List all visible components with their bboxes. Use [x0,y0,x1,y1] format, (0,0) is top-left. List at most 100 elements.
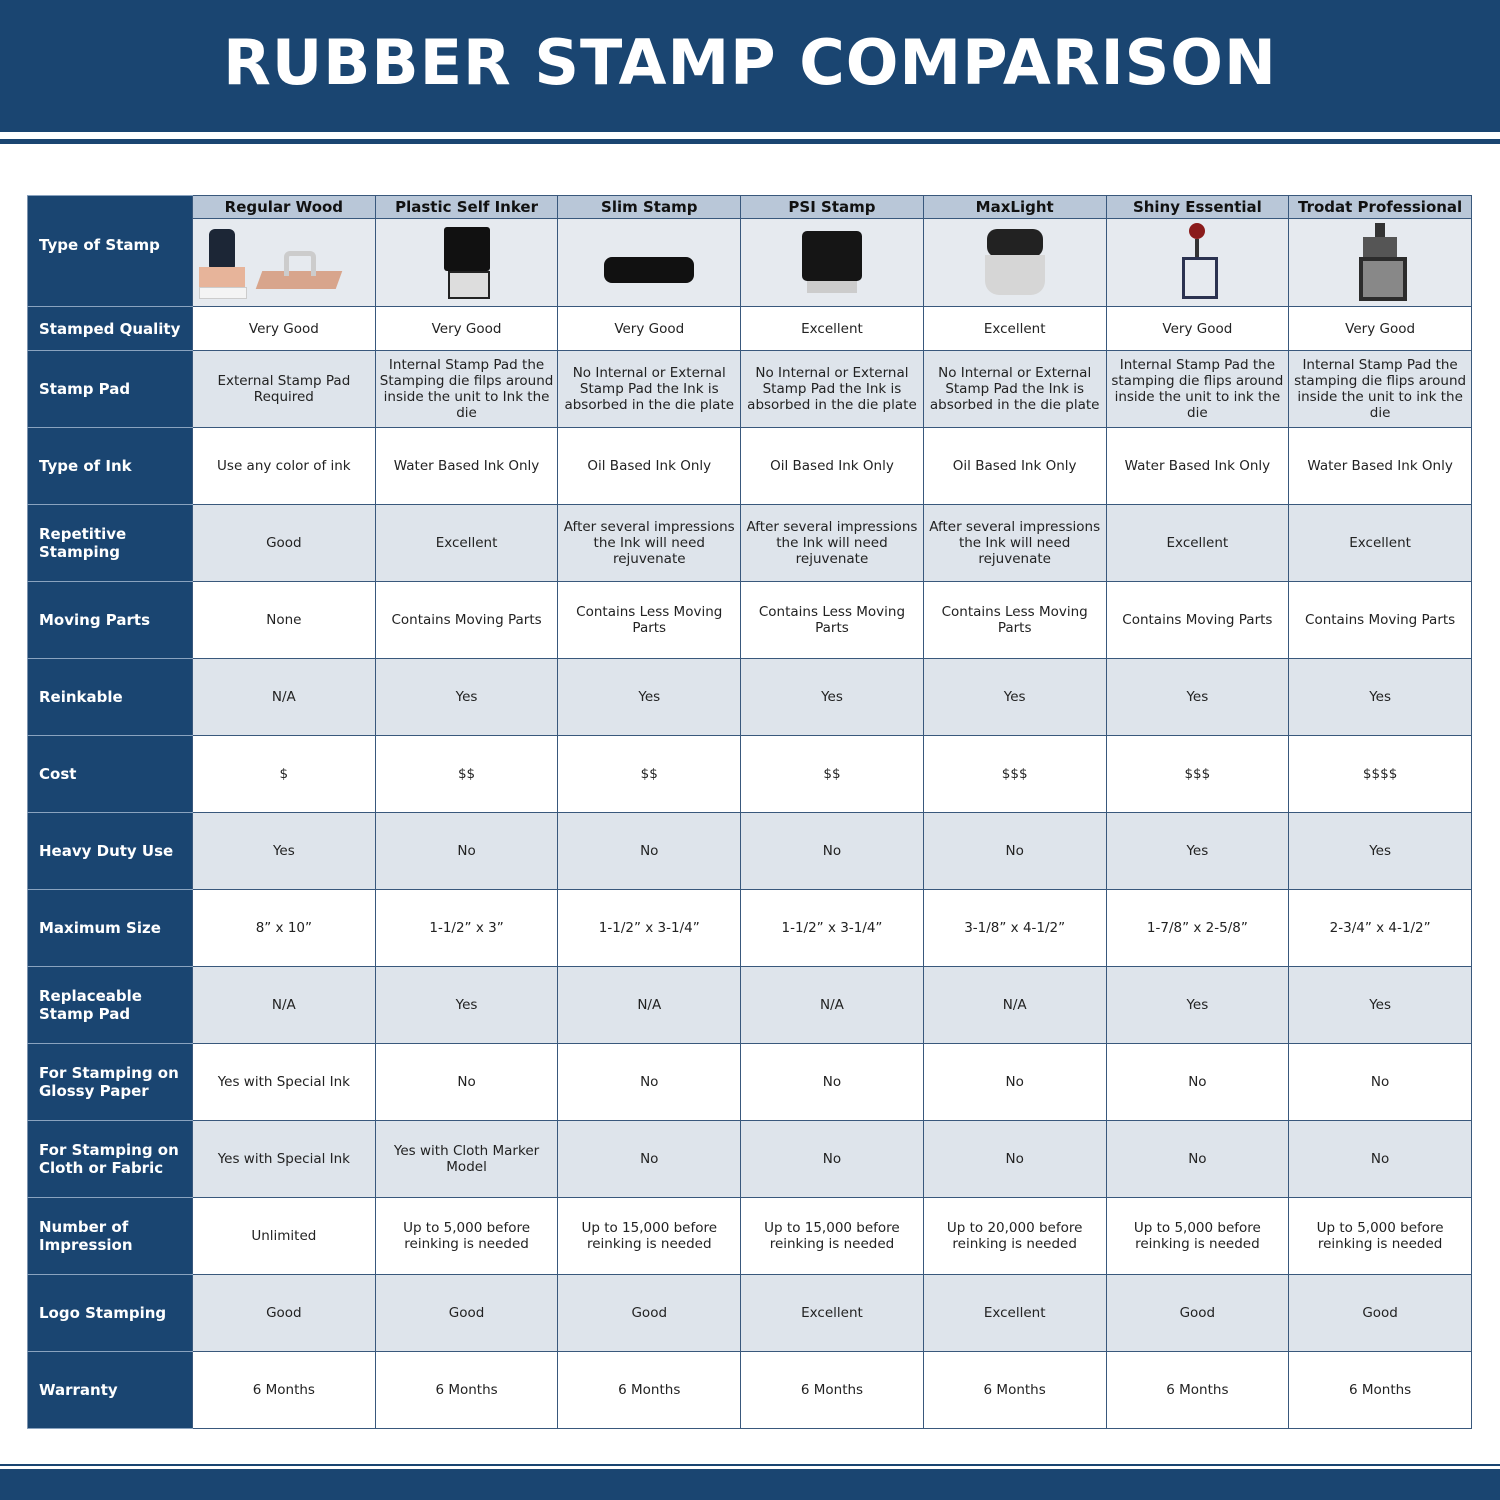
stamp-image-cell [1105,218,1290,307]
table-row: Heavy Duty Use Yes No No No No Yes Yes [27,812,1472,890]
column-header: Trodat Professional [1288,195,1472,219]
row-label: Type of Stamp [27,195,193,307]
table-cell: 6 Months [1105,1351,1290,1429]
table-cell: 6 Months [557,1351,742,1429]
row-label: Heavy Duty Use [27,812,193,890]
table-cell: 2-3/4” x 4-1/2” [1288,889,1472,967]
table-cell: No [740,812,924,890]
stamp-image-cell [922,218,1107,307]
table-cell: Water Based Ink Only [1105,427,1290,505]
stamp-image-cell [740,218,924,307]
row-label: Warranty [27,1351,193,1429]
table-cell: No [1288,1120,1472,1198]
table-cell: 1-1/2” x 3-1/4” [557,889,742,967]
table-cell: Unlimited [192,1197,376,1275]
table-cell: Up to 5,000 before reinking is needed [374,1197,559,1275]
row-label: Logo Stamping [27,1274,193,1352]
table-cell: Up to 15,000 before reinking is needed [740,1197,924,1275]
column-header: MaxLight [922,195,1107,219]
table-cell: No [1288,1043,1472,1121]
table-cell: Up to 20,000 before reinking is needed [922,1197,1107,1275]
row-label: Reinkable [27,658,193,736]
header-stripe [0,139,1500,144]
table-cell: Up to 5,000 before reinking is needed [1288,1197,1472,1275]
table-cell: None [192,581,376,659]
table-cell: Yes [1105,658,1290,736]
table-cell: Good [1105,1274,1290,1352]
table-cell: No [374,812,559,890]
table-cell: Contains Moving Parts [374,581,559,659]
table-cell: $$$ [1105,735,1290,813]
row-label: Number of Impression [27,1197,193,1275]
table-cell: No [922,1043,1107,1121]
table-cell: Very Good [192,306,376,351]
table-cell: $$ [740,735,924,813]
table-cell: No [557,812,742,890]
table-cell: Yes [1288,966,1472,1044]
stamp-image-cell [1288,218,1472,307]
table-cell: Excellent [1288,504,1472,582]
page-title: RUBBER STAMP COMPARISON [223,26,1277,99]
table-cell: No [740,1120,924,1198]
footer-banner [0,1469,1500,1500]
table-cell: N/A [192,658,376,736]
row-label: Type of Ink [27,427,193,505]
table-cell: Yes [192,812,376,890]
table-cell: Contains Less Moving Parts [740,581,924,659]
table-cell: Water Based Ink Only [1288,427,1472,505]
table-cell: Internal Stamp Pad the stamping die flip… [1105,350,1290,428]
table-cell: Contains Moving Parts [1105,581,1290,659]
row-label: Repetitive Stamping [27,504,193,582]
column-header: Shiny Essential [1105,195,1290,219]
comparison-table: Type of Stamp Regular Wood Plastic Self … [27,195,1472,1429]
table-cell: Good [1288,1274,1472,1352]
table-row: Cost $ $$ $$ $$ $$$ $$$ $$$$ [27,735,1472,813]
table-cell: No [1105,1043,1290,1121]
stamp-image-cell [374,218,559,307]
table-cell: N/A [557,966,742,1044]
table-cell: Yes [922,658,1107,736]
table-cell: 3-1/8” x 4-1/2” [922,889,1107,967]
table-cell: Contains Less Moving Parts [557,581,742,659]
table-cell: Good [374,1274,559,1352]
table-cell: Excellent [740,306,924,351]
row-label: Stamped Quality [27,306,193,351]
table-cell: $$ [557,735,742,813]
table-cell: $$$ [922,735,1107,813]
table-cell: Oil Based Ink Only [740,427,924,505]
table-cell: N/A [922,966,1107,1044]
table-cell: Water Based Ink Only [374,427,559,505]
slim-stamp-icon [604,221,695,301]
table-cell: 6 Months [374,1351,559,1429]
table-cell: Very Good [374,306,559,351]
table-cell: Yes [374,658,559,736]
table-cell: Excellent [922,306,1107,351]
header-banner: RUBBER STAMP COMPARISON [0,0,1500,132]
table-cell: Very Good [557,306,742,351]
table-cell: External Stamp Pad Required [192,350,376,428]
stamp-image-cell [192,218,376,307]
table-cell: 6 Months [922,1351,1107,1429]
table-cell: No [1105,1120,1290,1198]
table-cell: Good [192,1274,376,1352]
table-cell: Up to 5,000 before reinking is needed [1105,1197,1290,1275]
table-cell: Yes [1288,658,1472,736]
table-cell: 6 Months [1288,1351,1472,1429]
table-cell: No Internal or External Stamp Pad the In… [557,350,742,428]
stamp-image-cell [557,218,742,307]
table-row: Number of Impression Unlimited Up to 5,000… [27,1197,1472,1275]
table-cell: Oil Based Ink Only [922,427,1107,505]
maxlight-stamp-icon [970,221,1060,301]
table-cell: Good [192,504,376,582]
row-label: Cost [27,735,193,813]
table-cell: Excellent [922,1274,1107,1352]
row-label: For Stamping on Cloth or Fabric [27,1120,193,1198]
table-cell: Contains Moving Parts [1288,581,1472,659]
table-cell: No Internal or External Stamp Pad the In… [922,350,1107,428]
table-row: Type of Ink Use any color of ink Water Bas… [27,427,1472,505]
table-cell: No [740,1043,924,1121]
trodat-professional-stamp-icon [1335,221,1425,301]
table-row: For Stamping on Cloth or Fabric Yes with … [27,1120,1472,1198]
table-cell: Yes with Special Ink [192,1043,376,1121]
row-label: Stamp Pad [27,350,193,428]
